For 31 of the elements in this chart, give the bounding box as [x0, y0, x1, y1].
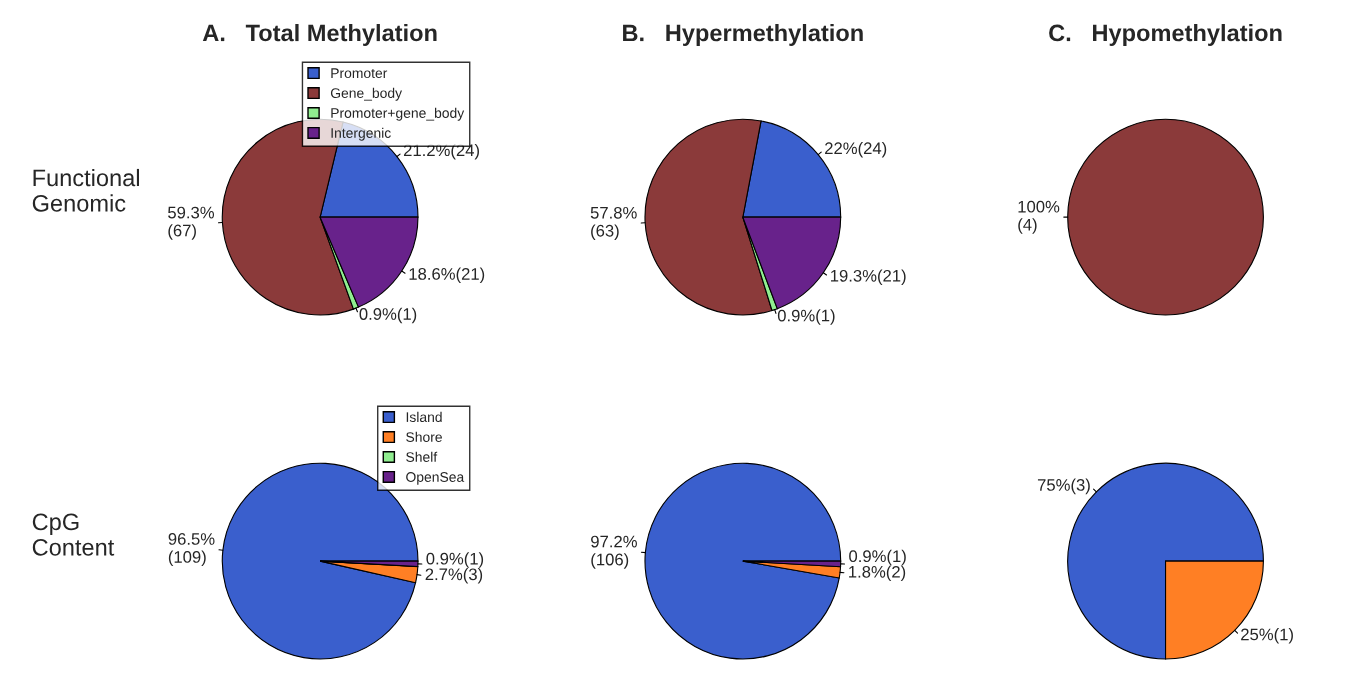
- legend-label: Promoter+gene_body: [331, 107, 465, 121]
- data-label: 25%(1): [1241, 628, 1293, 644]
- data-label: 75%(3): [1037, 478, 1090, 495]
- legend-label: Shelf: [406, 451, 438, 462]
- legend-label: OpenSea: [406, 472, 465, 485]
- text: Functional Genomic: [32, 168, 139, 212]
- legend-label: Promoter: [331, 68, 388, 79]
- legend-label: Intergenic: [331, 127, 391, 141]
- data-label: 100% (4): [1018, 200, 1060, 234]
- chart-title: C. Hypomethylation: [1049, 23, 1282, 46]
- chart-title: A. Total Methylation: [202, 23, 437, 46]
- data-label: 57.8% (63): [590, 206, 637, 240]
- data-label: 59.3% (67): [168, 206, 215, 240]
- legend-label: Island: [406, 411, 442, 423]
- data-label: 18.6%(21): [409, 267, 485, 284]
- data-label: 0.9%(1): [426, 552, 484, 568]
- data-label: 97.2% (106): [591, 535, 637, 569]
- data-label: 96.5% (109): [168, 533, 215, 567]
- data-label: 22%(24): [825, 141, 887, 158]
- data-label: 0.9%(1): [849, 549, 906, 566]
- chart-title: B. Hypermethylation: [623, 23, 863, 46]
- data-label: 19.3%(21): [831, 269, 906, 285]
- legend-label: Gene_body: [330, 87, 403, 101]
- data-label: 0.9%(1): [359, 307, 417, 324]
- data-label: 2.7%(3): [425, 567, 483, 584]
- data-label: 21.2%(24): [403, 143, 479, 160]
- data-label: 1.8%(2): [849, 565, 906, 582]
- text: CpG Content: [32, 513, 115, 556]
- pie-slice: [644, 462, 842, 660]
- data-label: 0.9%(1): [777, 309, 835, 325]
- legend-label: Shore: [406, 431, 442, 442]
